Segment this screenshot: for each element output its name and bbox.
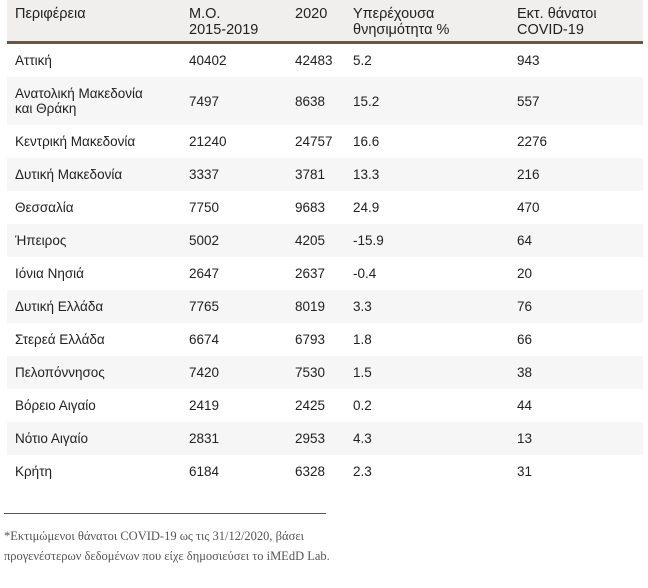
average-cell: 2831 — [189, 431, 220, 446]
region-cell: Ανατολική Μακεδονία και Θράκη — [15, 86, 143, 116]
table-row: Θεσσαλία 7750 9683 24.9 470 — [7, 191, 643, 224]
table-row: Νότιο Αιγαίο 2831 2953 4.3 13 — [7, 422, 643, 455]
region-cell: Νότιο Αιγαίο — [15, 431, 88, 446]
table-row: Αττική 40402 42483 5.2 943 — [7, 44, 643, 77]
covid-deaths-cell: 64 — [517, 233, 533, 248]
covid-deaths-cell: 76 — [517, 299, 533, 314]
table-row: Κρήτη 6184 6328 2.3 31 — [7, 455, 643, 488]
year-2020-cell: 2425 — [295, 398, 326, 413]
table-row: Ήπειρος 5002 4205 -15.9 64 — [7, 224, 643, 257]
excess-cell: -15.9 — [353, 233, 384, 248]
average-cell: 5002 — [189, 233, 220, 248]
table-row: Δυτική Ελλάδα 7765 8019 3.3 76 — [7, 290, 643, 323]
average-cell: 7765 — [189, 299, 220, 314]
header-2020: 2020 — [295, 6, 328, 22]
covid-deaths-cell: 470 — [517, 200, 540, 215]
region-cell: Ιόνια Νησιά — [15, 266, 84, 281]
average-cell: 7750 — [189, 200, 220, 215]
table-row: Ιόνια Νησιά 2647 2637 -0.4 20 — [7, 257, 643, 290]
year-2020-cell: 42483 — [295, 53, 333, 68]
excess-cell: -0.4 — [353, 266, 377, 281]
average-cell: 21240 — [189, 134, 227, 149]
excess-cell: 1.5 — [353, 365, 372, 380]
excess-cell: 24.9 — [353, 200, 380, 215]
average-cell: 6674 — [189, 332, 220, 347]
table-body: Αττική 40402 42483 5.2 943 Ανατολική Μακεδονί… — [7, 44, 643, 488]
average-cell: 6184 — [189, 464, 220, 479]
excess-cell: 0.2 — [353, 398, 372, 413]
average-cell: 2419 — [189, 398, 220, 413]
year-2020-cell: 2637 — [295, 266, 326, 281]
average-cell: 7420 — [189, 365, 220, 380]
year-2020-cell: 4205 — [295, 233, 326, 248]
excess-cell: 16.6 — [353, 134, 380, 149]
covid-deaths-cell: 38 — [517, 365, 533, 380]
year-2020-cell: 9683 — [295, 200, 326, 215]
footnote-divider — [4, 513, 326, 514]
data-table: Περιφέρεια Μ.Ο. 2015-2019 2020 Υπερέχουσ… — [7, 0, 643, 488]
table-header: Περιφέρεια Μ.Ο. 2015-2019 2020 Υπερέχουσ… — [7, 0, 643, 44]
covid-deaths-cell: 66 — [517, 332, 533, 347]
covid-deaths-cell: 2276 — [517, 134, 548, 149]
excess-cell: 13.3 — [353, 167, 380, 182]
header-estimated-covid-deaths: Εκτ. θάνατοι COVID-19 — [517, 6, 597, 38]
region-cell: Στερεά Ελλάδα — [15, 332, 105, 347]
average-cell: 40402 — [189, 53, 227, 68]
region-cell: Δυτική Μακεδονία — [15, 167, 123, 182]
table-row: Βόρειο Αιγαίο 2419 2425 0.2 44 — [7, 389, 643, 422]
region-cell: Κεντρική Μακεδονία — [15, 134, 136, 149]
covid-deaths-cell: 44 — [517, 398, 533, 413]
excess-cell: 3.3 — [353, 299, 372, 314]
year-2020-cell: 6328 — [295, 464, 326, 479]
excess-cell: 15.2 — [353, 93, 380, 109]
region-cell: Αττική — [15, 53, 52, 68]
region-cell: Θεσσαλία — [15, 200, 74, 215]
header-excess-mortality: Υπερέχουσα θνησιμότητα % — [353, 6, 450, 38]
average-cell: 2647 — [189, 266, 220, 281]
table-row: Κεντρική Μακεδονία 21240 24757 16.6 2276 — [7, 125, 643, 158]
header-region: Περιφέρεια — [15, 6, 86, 22]
region-cell: Πελοπόννησος — [15, 365, 105, 380]
year-2020-cell: 8638 — [295, 93, 326, 109]
region-cell: Κρήτη — [15, 464, 53, 479]
covid-deaths-cell: 13 — [517, 431, 533, 446]
excess-cell: 1.8 — [353, 332, 372, 347]
average-cell: 7497 — [189, 93, 220, 109]
covid-deaths-cell: 20 — [517, 266, 533, 281]
table-row: Στερεά Ελλάδα 6674 6793 1.8 66 — [7, 323, 643, 356]
year-2020-cell: 2953 — [295, 431, 326, 446]
average-cell: 3337 — [189, 167, 220, 182]
excess-cell: 2.3 — [353, 464, 372, 479]
excess-cell: 4.3 — [353, 431, 372, 446]
year-2020-cell: 3781 — [295, 167, 326, 182]
year-2020-cell: 7530 — [295, 365, 326, 380]
year-2020-cell: 8019 — [295, 299, 326, 314]
table-row: Πελοπόννησος 7420 7530 1.5 38 — [7, 356, 643, 389]
region-cell: Δυτική Ελλάδα — [15, 299, 104, 314]
year-2020-cell: 6793 — [295, 332, 326, 347]
header-average-2015-2019: Μ.Ο. 2015-2019 — [189, 6, 259, 38]
region-cell: Ήπειρος — [15, 233, 67, 248]
excess-cell: 5.2 — [353, 53, 372, 68]
covid-deaths-cell: 557 — [517, 93, 540, 109]
covid-deaths-cell: 943 — [517, 53, 540, 68]
covid-deaths-cell: 31 — [517, 464, 533, 479]
region-cell: Βόρειο Αιγαίο — [15, 398, 96, 413]
covid-deaths-cell: 216 — [517, 167, 540, 182]
table-row: Δυτική Μακεδονία 3337 3781 13.3 216 — [7, 158, 643, 191]
year-2020-cell: 24757 — [295, 134, 333, 149]
footnote: *Εκτιμώμενοι θάνατοι COVID-19 ως τις 31/… — [4, 529, 330, 563]
table-row: Ανατολική Μακεδονία και Θράκη 7497 8638 15.… — [7, 77, 643, 125]
